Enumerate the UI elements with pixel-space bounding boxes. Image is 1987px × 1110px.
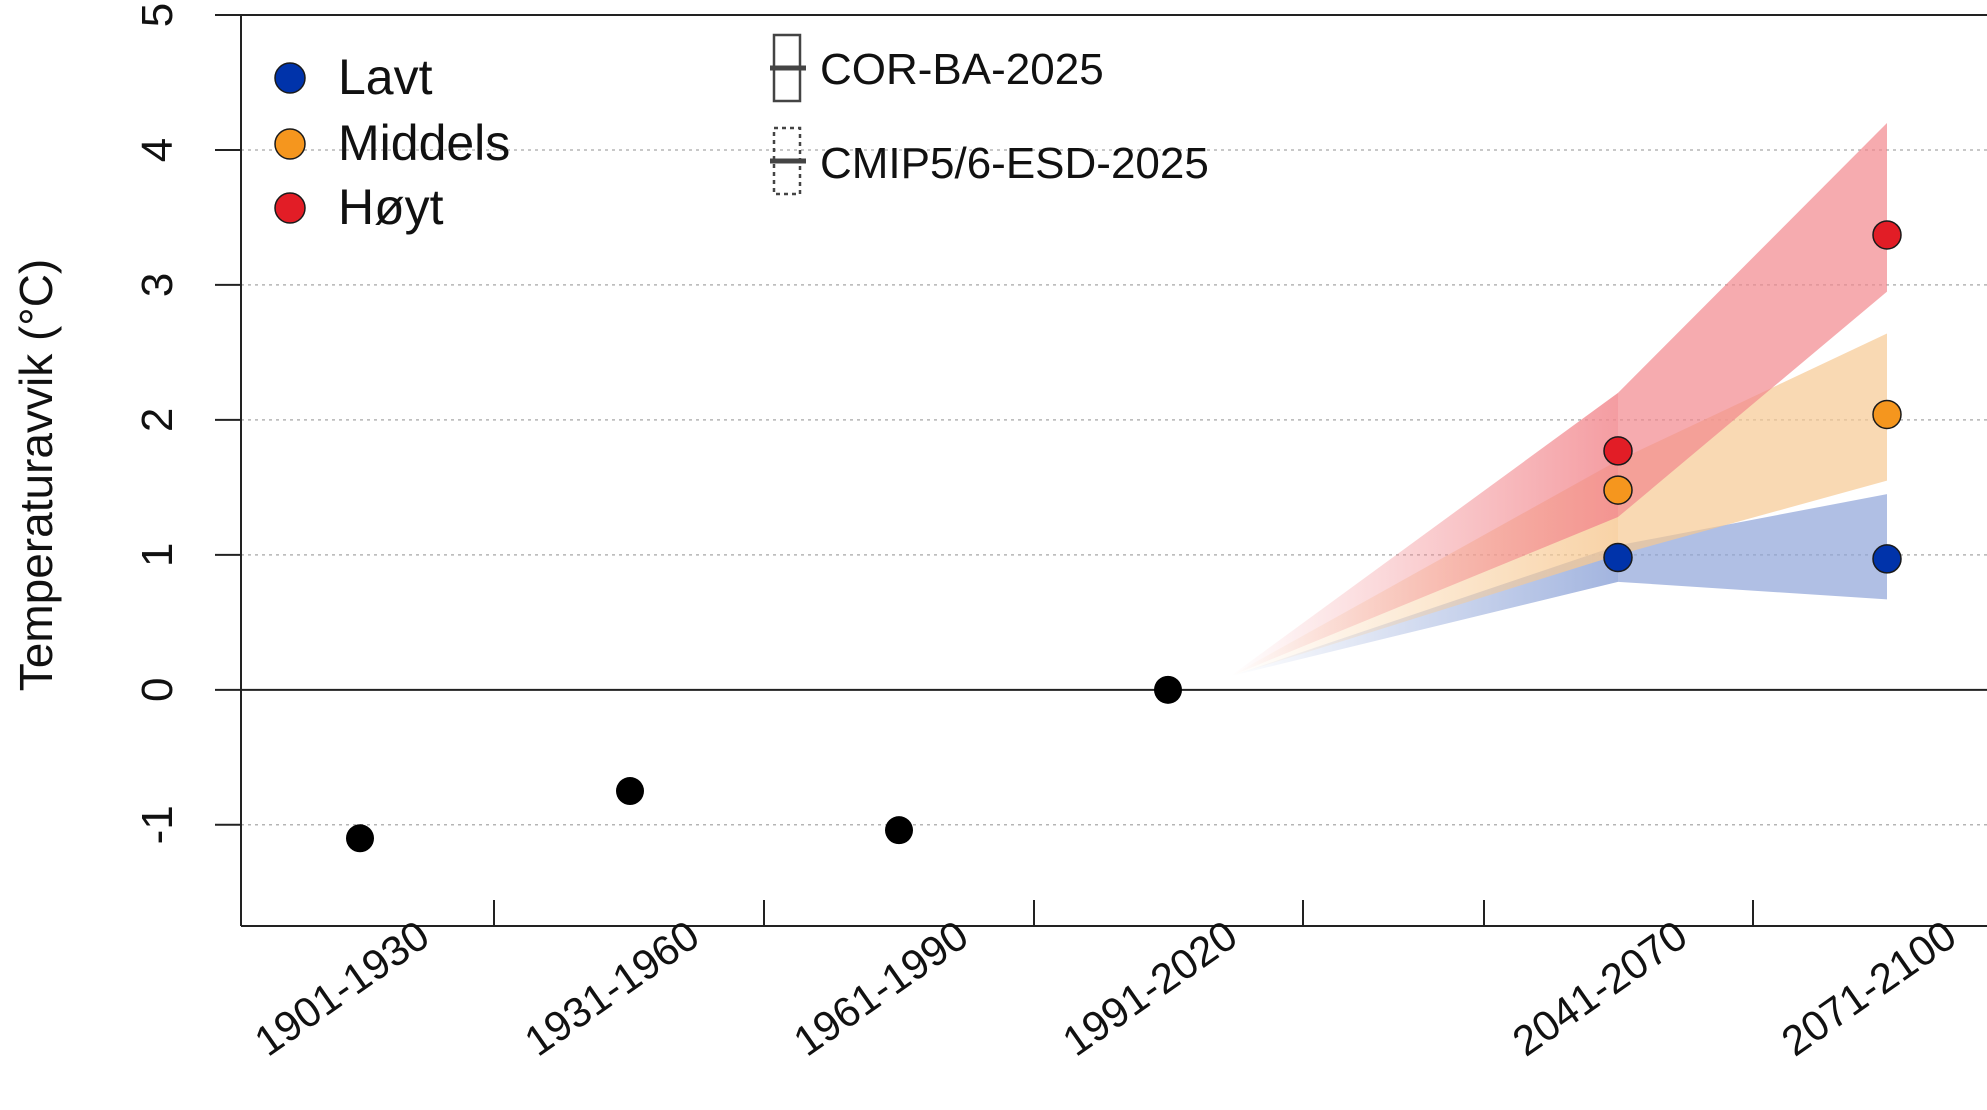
legend-label: Middels (338, 115, 510, 171)
point-høyt (1872, 220, 1902, 250)
legend-label: Lavt (338, 49, 433, 105)
point-middels (1872, 399, 1902, 430)
x-tick-label: 1961-1990 (785, 911, 976, 1065)
legend-marker-høyt (274, 192, 306, 224)
y-tick-label: 4 (133, 138, 182, 162)
observed-point (616, 777, 644, 806)
x-tick-label: 1991-2020 (1054, 911, 1245, 1065)
legend-label: CMIP5/6-ESD-2025 (820, 139, 1209, 188)
point-lavt (1872, 544, 1902, 574)
x-tick-label: 2071-2100 (1773, 911, 1964, 1065)
point-lavt (1603, 542, 1633, 573)
x-tick-label: 1931-1960 (516, 911, 707, 1065)
band-høyt (1618, 122, 1887, 518)
legend-marker-lavt (274, 62, 306, 94)
point-høyt (1603, 436, 1633, 466)
band-ramp-høyt (1230, 392, 1618, 677)
observed-point (1154, 675, 1182, 704)
y-tick-label: 3 (133, 273, 182, 297)
y-tick-label: -1 (133, 805, 182, 844)
band-lavt (1618, 494, 1887, 600)
point-middels (1603, 475, 1633, 505)
y-tick-label: 1 (133, 543, 182, 567)
x-tick-label: 1901-1930 (246, 911, 437, 1065)
y-tick-label: 2 (133, 408, 182, 432)
projection-bands (1230, 122, 1887, 677)
observed-point (346, 824, 374, 853)
observed-point (885, 816, 913, 845)
y-tick-label: 5 (133, 3, 182, 27)
axes (215, 14, 1987, 927)
data-points (346, 220, 1902, 853)
x-tick-label: 2041-2070 (1504, 911, 1695, 1065)
legend-label: COR-BA-2025 (820, 45, 1104, 94)
legend: Lavt Middels Høyt COR-BA-2025 CMIP5/6-ESD-20… (274, 33, 1209, 235)
y-axis-label: Temperaturavvik (°C) (10, 259, 62, 692)
band-middels (1618, 333, 1887, 555)
legend-marker-middels (274, 128, 306, 160)
legend-label: Høyt (338, 179, 444, 235)
y-tick-label: 0 (133, 678, 182, 702)
